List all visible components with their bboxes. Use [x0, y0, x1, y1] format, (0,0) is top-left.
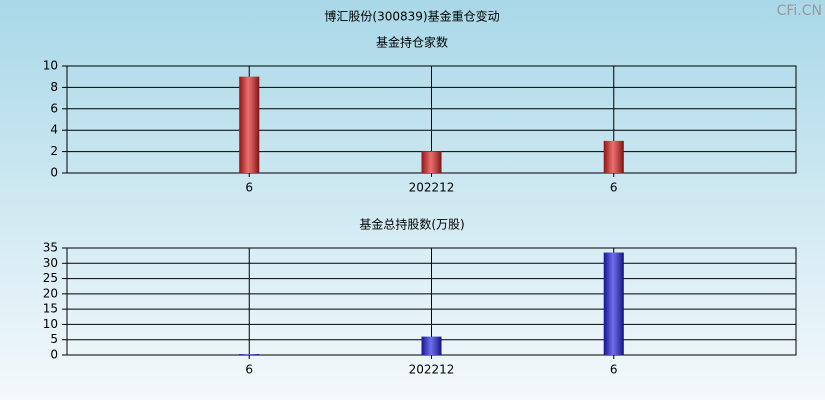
- watermark: CFi.CN: [777, 3, 822, 19]
- y-tick-label: 0: [50, 348, 58, 362]
- y-tick-label: 6: [50, 101, 58, 115]
- bar-shade: [421, 336, 442, 355]
- x-tick-label: 6: [245, 363, 253, 377]
- y-tick-label: 15: [43, 302, 58, 316]
- y-tick-label: 10: [43, 317, 58, 331]
- page-title: 博汇股份(300839)基金重仓变动: [324, 9, 499, 24]
- x-tick-label: 202212: [409, 363, 455, 377]
- bar-shade: [421, 151, 442, 173]
- y-tick-label: 2: [50, 144, 58, 158]
- bar-shade: [603, 140, 624, 173]
- x-tick-label: 6: [610, 363, 618, 377]
- x-tick-label: 6: [245, 181, 253, 195]
- x-tick-label: 6: [610, 181, 618, 195]
- y-tick-label: 10: [43, 59, 58, 73]
- bar-shade: [603, 252, 624, 355]
- y-tick-label: 20: [43, 286, 58, 300]
- bar-shade: [239, 76, 260, 173]
- y-tick-label: 30: [43, 256, 58, 270]
- bar-shade: [239, 354, 260, 355]
- y-tick-label: 35: [43, 241, 58, 255]
- chart-title: 基金持仓家数: [376, 35, 448, 50]
- y-tick-label: 4: [50, 123, 58, 137]
- y-tick-label: 5: [50, 332, 58, 346]
- y-tick-label: 0: [50, 166, 58, 180]
- x-tick-label: 202212: [409, 181, 455, 195]
- y-tick-label: 8: [50, 80, 58, 94]
- y-tick-label: 25: [43, 271, 58, 285]
- chart-title: 基金总持股数(万股): [359, 217, 464, 232]
